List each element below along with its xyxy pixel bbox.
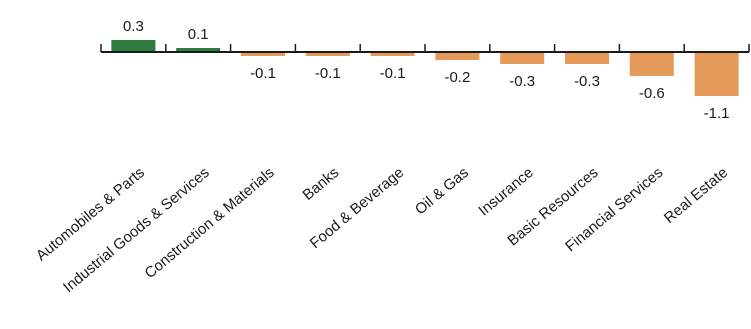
bar-7 bbox=[565, 52, 609, 64]
value-label-4: -0.1 bbox=[380, 65, 406, 82]
value-label-8: -0.6 bbox=[639, 85, 665, 102]
bar-5 bbox=[435, 52, 479, 60]
bar-8 bbox=[630, 52, 674, 76]
bar-9 bbox=[695, 52, 739, 96]
category-label-5: Oil & Gas bbox=[412, 164, 472, 218]
value-label-3: -0.1 bbox=[315, 65, 341, 82]
bar-6 bbox=[500, 52, 544, 64]
category-label-2: Construction & Materials bbox=[141, 164, 277, 282]
category-label-6: Insurance bbox=[475, 164, 536, 219]
value-label-9: -1.1 bbox=[704, 105, 730, 122]
bar-0 bbox=[111, 40, 155, 52]
value-label-2: -0.1 bbox=[250, 65, 276, 82]
category-label-3: Banks bbox=[299, 164, 342, 204]
value-label-0: 0.3 bbox=[123, 18, 144, 35]
category-label-0: Automobiles & Parts bbox=[33, 164, 148, 264]
value-label-5: -0.2 bbox=[444, 69, 470, 86]
value-label-1: 0.1 bbox=[188, 26, 209, 43]
category-label-9: Real Estate bbox=[661, 164, 731, 227]
value-label-6: -0.3 bbox=[509, 73, 535, 90]
value-label-7: -0.3 bbox=[574, 73, 600, 90]
